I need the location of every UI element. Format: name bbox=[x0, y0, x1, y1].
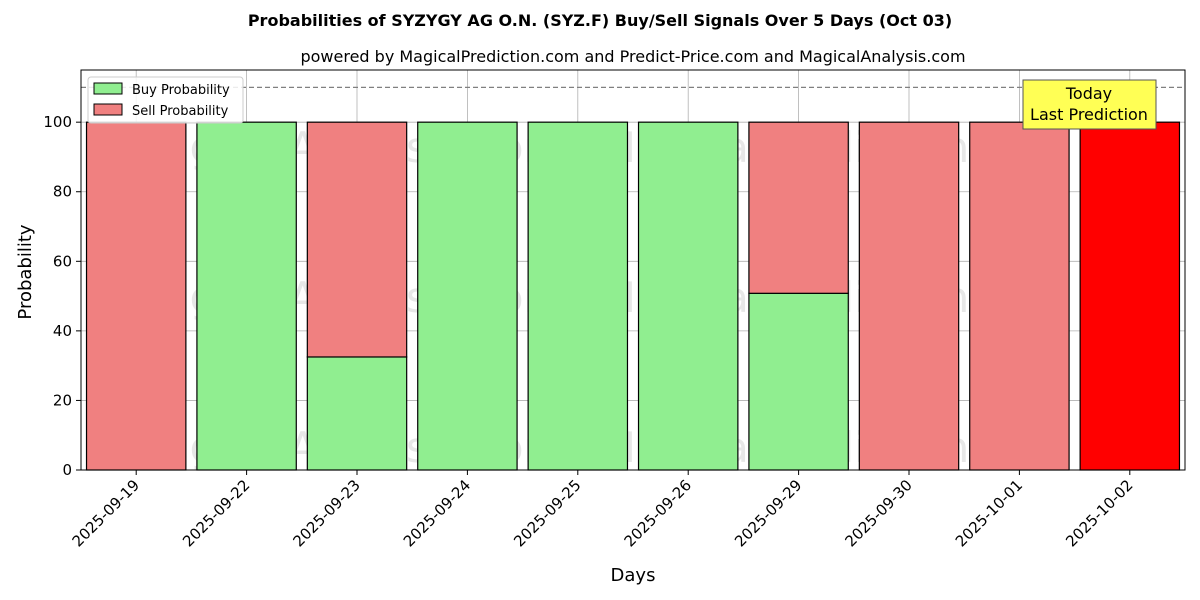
y-tick-label: 0 bbox=[62, 461, 72, 479]
plot-frame bbox=[80, 69, 1186, 471]
annotation-line-1: Today bbox=[1065, 84, 1112, 103]
x-tick-label: 2025-09-19 bbox=[69, 476, 143, 550]
y-tick-label: 100 bbox=[43, 113, 72, 131]
bar-sell bbox=[858, 121, 960, 471]
legend-label-sell: Sell Probability bbox=[132, 104, 229, 119]
y-axis-label: Probability bbox=[15, 224, 36, 319]
bar-buy bbox=[637, 121, 739, 471]
bar-sell bbox=[748, 121, 849, 294]
x-tick-label: 2025-10-01 bbox=[952, 476, 1026, 550]
x-axis-ticks: 2025-09-19 2025-09-22 2025-09-23 2025-09-24… bbox=[69, 470, 1137, 550]
y-axis-ticks: 0 20 40 60 80 100 bbox=[43, 113, 81, 479]
bar-sell bbox=[969, 121, 1070, 471]
x-tick-label: 2025-09-29 bbox=[731, 476, 805, 550]
y-tick-label: 20 bbox=[53, 391, 72, 409]
bar-buy bbox=[306, 356, 408, 471]
chart-subtitle: powered by MagicalPrediction.com and Pre… bbox=[300, 47, 965, 66]
y-tick-label: 60 bbox=[53, 252, 72, 270]
today-annotation: Today Last Prediction bbox=[1022, 79, 1157, 130]
bars bbox=[85, 121, 1181, 471]
x-tick-label: 2025-09-24 bbox=[400, 476, 474, 550]
bar-buy bbox=[527, 121, 629, 471]
y-tick-label: 40 bbox=[53, 322, 72, 340]
x-tick-label: 2025-10-02 bbox=[1062, 476, 1136, 550]
bar-buy bbox=[417, 121, 518, 471]
bar-sell bbox=[306, 121, 408, 358]
x-tick-label: 2025-09-30 bbox=[841, 476, 915, 550]
x-axis-label: Days bbox=[611, 565, 656, 586]
chart-title: Probabilities of SYZYGY AG O.N. (SYZ.F) … bbox=[248, 11, 952, 30]
legend-label-buy: Buy Probability bbox=[132, 83, 230, 98]
x-tick-label: 2025-09-23 bbox=[289, 476, 363, 550]
x-tick-label: 2025-09-26 bbox=[621, 476, 695, 550]
x-tick-label: 2025-09-25 bbox=[510, 476, 584, 550]
annotation-box bbox=[1022, 79, 1157, 130]
legend-box bbox=[87, 76, 244, 124]
y-tick-label: 80 bbox=[53, 183, 72, 201]
legend-swatch-buy bbox=[93, 82, 123, 95]
bar-buy bbox=[748, 292, 849, 471]
legend-swatch-sell bbox=[93, 103, 123, 116]
bar-sell bbox=[85, 121, 187, 471]
legend: Buy Probability Sell Probability bbox=[87, 76, 244, 124]
bar-sell bbox=[1079, 121, 1181, 471]
bar-buy bbox=[196, 121, 297, 471]
x-tick-label: 2025-09-22 bbox=[179, 476, 253, 550]
annotation-line-2: Last Prediction bbox=[1030, 105, 1148, 124]
